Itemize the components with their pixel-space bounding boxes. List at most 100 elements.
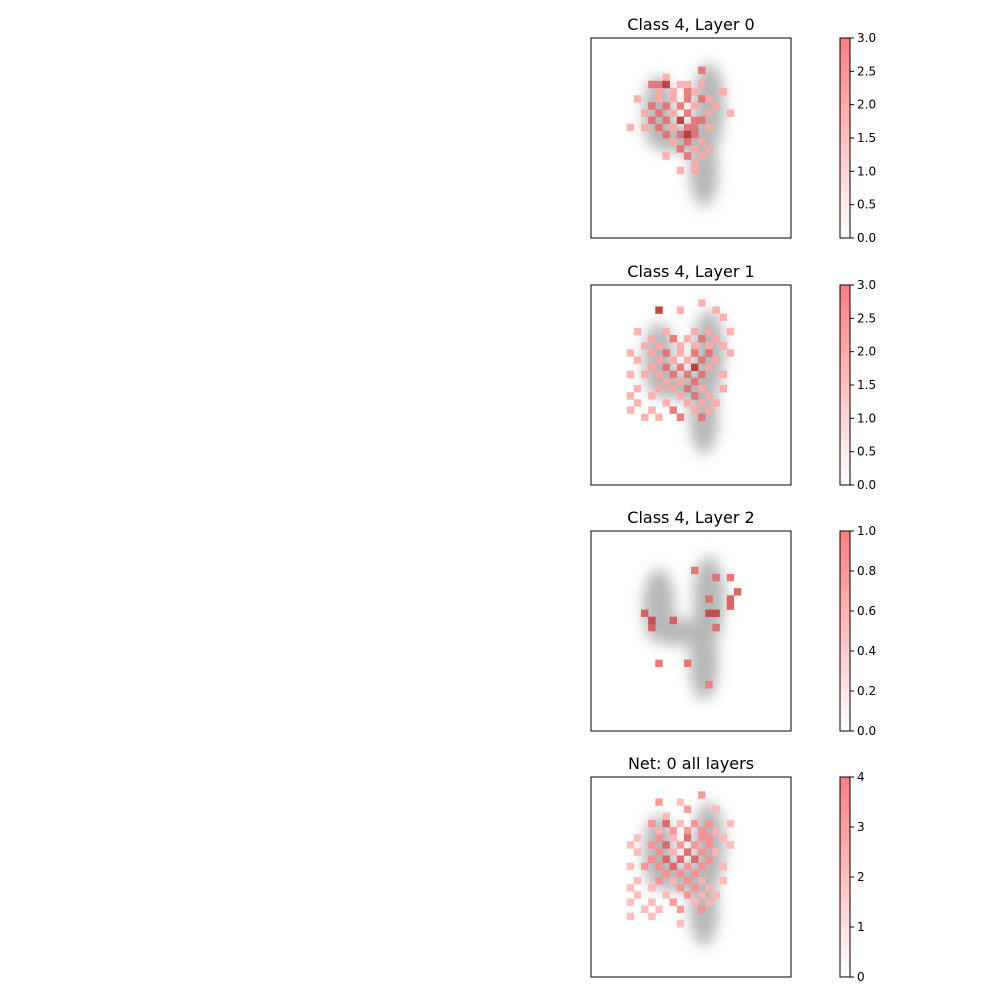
heat-cell bbox=[669, 385, 678, 393]
heat-cell bbox=[705, 145, 713, 153]
heat-cell bbox=[683, 109, 692, 117]
heat-cell bbox=[705, 406, 713, 414]
heat-cell bbox=[633, 877, 642, 885]
heat-cell bbox=[712, 335, 720, 343]
heat-cell bbox=[719, 834, 728, 842]
heat-cell bbox=[662, 812, 670, 821]
heat-cell bbox=[691, 123, 699, 132]
heat-cell bbox=[669, 616, 678, 625]
heat-cell bbox=[662, 819, 670, 828]
heat-cell bbox=[691, 102, 699, 110]
colorbar-tick-label: 1 bbox=[857, 920, 865, 934]
heat-cell bbox=[655, 905, 663, 914]
heat-cell bbox=[655, 123, 663, 132]
colorbar: 0 1 2 3 4 bbox=[839, 770, 865, 984]
heat-cell bbox=[719, 877, 728, 885]
heat-cell bbox=[655, 827, 663, 835]
heat-cell bbox=[691, 349, 699, 357]
heatmap-area bbox=[591, 531, 791, 731]
heat-cell bbox=[712, 827, 720, 835]
panel-frame bbox=[590, 530, 792, 732]
heat-cell bbox=[705, 855, 713, 864]
heat-cell bbox=[648, 855, 656, 864]
heat-cell bbox=[705, 681, 713, 689]
heat-cell bbox=[662, 130, 670, 139]
heat-cell bbox=[655, 862, 663, 871]
heat-cell bbox=[683, 88, 692, 96]
heat-cell bbox=[698, 827, 706, 835]
colorbar-tick-label: 1.5 bbox=[857, 378, 876, 392]
colorbar: 0.0 0.5 1.0 1.5 2.0 2.5 3.0 bbox=[839, 31, 876, 245]
heat-cell bbox=[683, 335, 692, 343]
colorbar-scale bbox=[839, 37, 851, 239]
heat-cell bbox=[712, 891, 720, 899]
heat-cell bbox=[691, 819, 699, 828]
heat-cell bbox=[648, 335, 656, 343]
heat-cell bbox=[648, 616, 656, 625]
heat-cell bbox=[698, 834, 706, 842]
heat-cell bbox=[662, 102, 670, 110]
heat-cell bbox=[626, 841, 635, 849]
heat-cell bbox=[669, 862, 678, 871]
heat-cell bbox=[691, 377, 699, 386]
heat-cell bbox=[676, 855, 685, 864]
heat-cell bbox=[683, 385, 692, 393]
heat-cell bbox=[662, 399, 670, 407]
colorbar-tick-label: 0.0 bbox=[857, 231, 876, 245]
colorbar-tick-label: 1.0 bbox=[857, 164, 876, 178]
heat-cell bbox=[726, 327, 735, 336]
heat-cell bbox=[655, 834, 663, 842]
heat-cell bbox=[676, 349, 685, 357]
heat-cell bbox=[691, 841, 699, 849]
heat-cell bbox=[719, 88, 728, 96]
heat-cell bbox=[683, 95, 692, 103]
panel-frame bbox=[590, 37, 792, 239]
heat-cell bbox=[662, 327, 670, 336]
heat-cell bbox=[648, 898, 656, 906]
heat-cell bbox=[648, 349, 656, 357]
heat-cell bbox=[691, 130, 699, 139]
panel-frame bbox=[590, 776, 792, 978]
heat-cell bbox=[719, 385, 728, 393]
heat-cell bbox=[691, 327, 699, 336]
heat-cell bbox=[705, 841, 713, 849]
colorbar-scale bbox=[839, 284, 851, 486]
heat-cell bbox=[676, 413, 685, 422]
heat-cell bbox=[669, 138, 678, 146]
heat-cell bbox=[691, 166, 699, 175]
heat-cell bbox=[633, 385, 642, 393]
colorbar: 0.0 0.2 0.4 0.6 0.8 1.0 bbox=[839, 524, 876, 738]
heat-cell bbox=[633, 834, 642, 842]
heat-cell bbox=[669, 370, 678, 379]
heat-cell bbox=[648, 884, 656, 892]
heat-cell bbox=[676, 116, 685, 125]
heat-cell bbox=[726, 595, 735, 603]
heat-cell bbox=[626, 898, 635, 906]
heat-cell bbox=[633, 327, 642, 336]
heat-cell bbox=[683, 834, 692, 842]
colorbar-tick-label: 0.5 bbox=[857, 445, 876, 459]
heat-cell bbox=[626, 370, 635, 379]
heat-cell bbox=[683, 138, 692, 146]
heat-cell bbox=[641, 109, 649, 117]
heat-cell bbox=[641, 862, 649, 871]
heat-cell bbox=[641, 905, 649, 914]
colorbar-tick-label: 1.0 bbox=[857, 411, 876, 425]
heat-cell bbox=[698, 399, 706, 407]
heat-cell bbox=[691, 145, 699, 153]
colorbar-tick-label: 0.8 bbox=[857, 564, 876, 578]
heat-cell bbox=[676, 130, 685, 139]
heat-cell bbox=[669, 827, 678, 835]
heat-cell bbox=[669, 877, 678, 885]
heat-cell bbox=[662, 80, 670, 89]
heat-cell bbox=[683, 848, 692, 856]
heat-cell bbox=[683, 130, 692, 139]
heat-cell bbox=[626, 392, 635, 400]
heat-cell bbox=[698, 335, 706, 343]
heat-cell bbox=[626, 406, 635, 414]
heat-cell bbox=[662, 349, 670, 357]
heatmap-area bbox=[591, 285, 791, 485]
heat-cell bbox=[648, 406, 656, 414]
heat-cell bbox=[655, 109, 663, 117]
heat-cell bbox=[626, 912, 635, 921]
